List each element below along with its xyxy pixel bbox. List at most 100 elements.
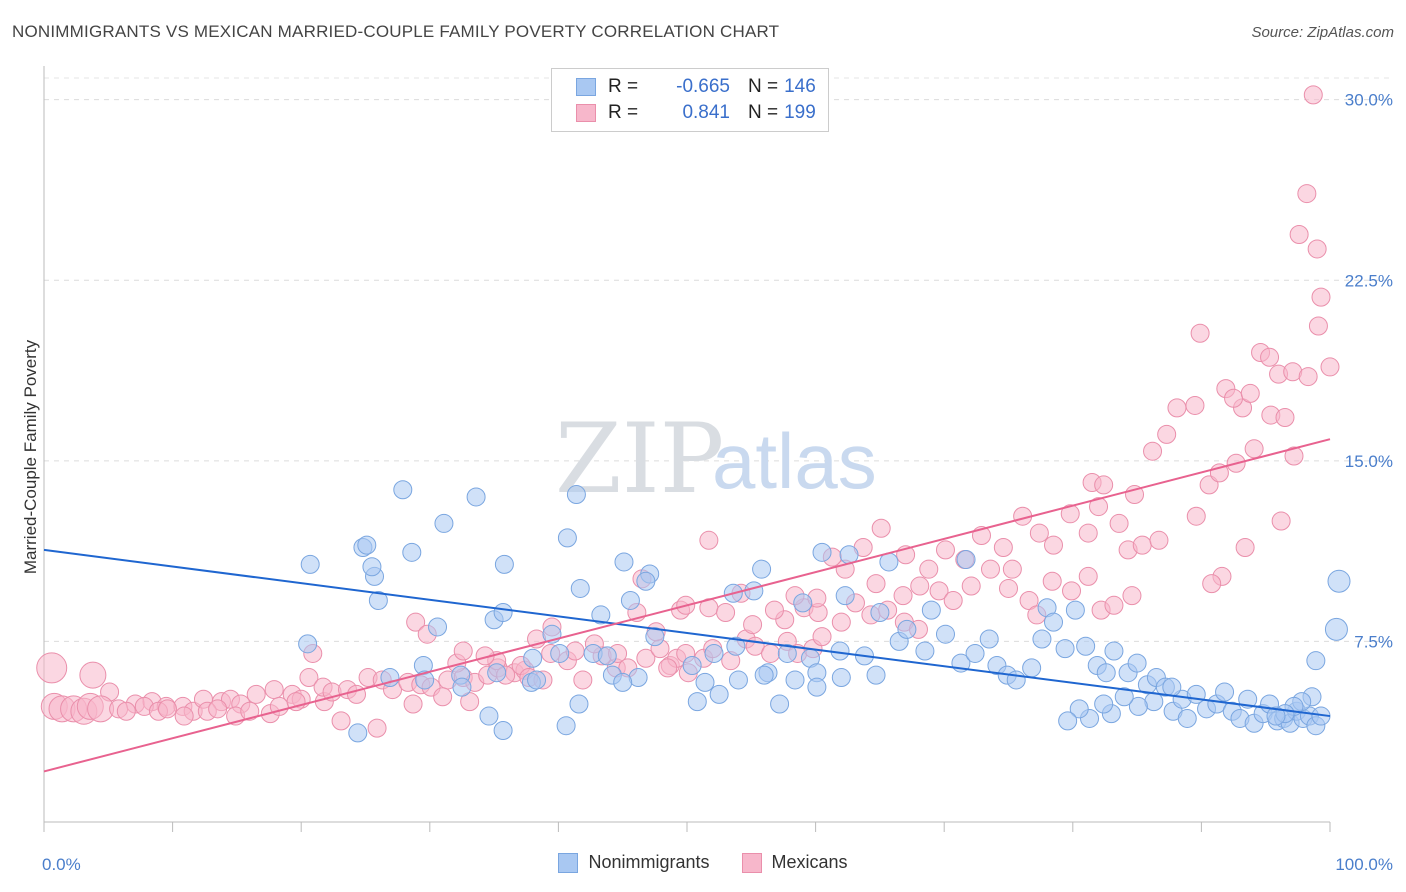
mexicans-point xyxy=(79,661,107,689)
mexicans-point xyxy=(1042,571,1062,591)
legend-row-nonimmigrants: R = -0.665 N = 146 xyxy=(576,75,816,99)
mexicans-trend-line xyxy=(43,438,1331,773)
nonimmigrants-point xyxy=(368,590,388,610)
mexicans-point xyxy=(871,518,891,538)
mexicans-point xyxy=(1109,513,1129,533)
nonimmigrants-point xyxy=(1032,629,1052,649)
nonimmigrants-point xyxy=(728,670,748,690)
nonimmigrants-point xyxy=(979,629,999,649)
nonimmigrants-point xyxy=(613,672,633,692)
nonimmigrants-point xyxy=(831,668,851,688)
mexicans-point xyxy=(1235,538,1255,558)
nonimmigrants-point xyxy=(935,624,955,644)
nonimmigrants-point xyxy=(298,634,318,654)
nonimmigrants-point xyxy=(897,619,917,639)
nonimmigrants-point xyxy=(556,716,576,736)
mexicans-point xyxy=(157,699,177,719)
nonimmigrants-point xyxy=(402,542,422,562)
nonimmigrants-point xyxy=(1114,687,1134,707)
y-axis-label: Married-Couple Family Poverty xyxy=(21,339,40,574)
mexicans-point xyxy=(980,559,1000,579)
mexicans-point xyxy=(1308,316,1328,336)
nonimmigrants-point xyxy=(645,627,665,647)
mexicans-point xyxy=(999,578,1018,598)
mexicans-point xyxy=(331,711,351,731)
legend-swatch-blue xyxy=(558,852,579,873)
mexicans-point xyxy=(406,612,426,632)
mexicans-point xyxy=(636,648,656,668)
nonimmigrants-point xyxy=(709,684,729,704)
nonimmigrants-point xyxy=(1044,612,1064,632)
nonimmigrants-point xyxy=(777,643,797,663)
nonimmigrants-point xyxy=(870,603,890,623)
mexicans-point xyxy=(433,687,453,707)
nonimmigrants-point xyxy=(393,480,413,500)
nonimmigrants-point xyxy=(566,485,586,505)
mexicans-point xyxy=(174,706,194,726)
legend-n-value: 199 xyxy=(784,102,816,123)
mexicans-point xyxy=(246,684,266,704)
nonimmigrants-point xyxy=(357,535,377,555)
mexicans-point xyxy=(831,612,851,632)
x-tick-label: 100.0% xyxy=(1335,855,1393,874)
mexicans-point xyxy=(1078,566,1098,586)
mexicans-point xyxy=(1104,595,1124,615)
trend-lines xyxy=(43,438,1331,773)
mexicans-point xyxy=(893,586,913,606)
nonimmigrants-point xyxy=(866,665,886,685)
mexicans-point xyxy=(1157,424,1177,444)
legend-r-value: -0.665 xyxy=(676,76,730,97)
nonimmigrants-point xyxy=(921,600,941,620)
mexicans-point xyxy=(812,627,832,647)
nonimmigrants-point xyxy=(812,542,832,562)
mexicans-point xyxy=(943,590,963,610)
mexicans-point xyxy=(910,576,930,596)
y-tick-label: 7.5% xyxy=(1354,632,1393,651)
nonimmigrants-point xyxy=(466,487,486,507)
nonimmigrants-point xyxy=(1324,617,1348,641)
nonimmigrants-point xyxy=(487,663,507,683)
nonimmigrants-point xyxy=(614,552,634,572)
nonimmigrants-point xyxy=(744,581,764,601)
mexicans-point xyxy=(453,641,473,661)
nonimmigrants-point xyxy=(523,648,543,668)
nonimmigrants-point xyxy=(1058,711,1078,731)
legend-r-value: 0.841 xyxy=(682,102,730,123)
mexicans-point xyxy=(1244,439,1264,459)
nonimmigrants-point xyxy=(428,617,448,637)
nonimmigrants-point xyxy=(493,721,513,741)
mexicans-point xyxy=(658,658,678,678)
mexicans-point xyxy=(1303,85,1323,105)
nonimmigrants-point xyxy=(300,554,320,574)
nonimmigrants-point xyxy=(1006,670,1026,690)
mexicans-point xyxy=(935,540,955,560)
nonimmigrants-point xyxy=(362,557,382,577)
mexicans-point xyxy=(1311,287,1331,307)
nonimmigrants-point xyxy=(965,643,985,663)
y-tick-label: 30.0% xyxy=(1345,91,1393,110)
nonimmigrants-point xyxy=(1022,658,1042,678)
axes xyxy=(43,66,1331,832)
nonimmigrants-point xyxy=(1306,651,1326,671)
mexicans-point xyxy=(1185,395,1205,415)
mexicans-point xyxy=(264,680,284,700)
nonimmigrants-point xyxy=(479,706,499,726)
mexicans-point xyxy=(1186,506,1206,526)
nonimmigrants-point xyxy=(835,586,855,606)
nonimmigrants-point xyxy=(620,590,640,610)
mexicans-point xyxy=(1149,530,1169,550)
mexicans-point xyxy=(993,538,1013,558)
mexicans-point xyxy=(1190,323,1210,343)
mexicans-point xyxy=(764,600,784,620)
nonimmigrants-point xyxy=(591,605,611,625)
nonimmigrants-point xyxy=(752,559,772,579)
nonimmigrants-point xyxy=(493,603,513,623)
nonimmigrants-point xyxy=(1266,706,1286,726)
correlation-legend: R = -0.665 N = 146 R = 0.841 N = 199 xyxy=(551,68,829,132)
mexicans-point xyxy=(743,615,763,635)
nonimmigrants-point xyxy=(1076,636,1096,656)
nonimmigrants-point xyxy=(956,550,976,570)
nonimmigrants-point xyxy=(687,692,707,712)
nonimmigrants-point xyxy=(570,578,590,598)
mexicans-point xyxy=(36,652,68,684)
